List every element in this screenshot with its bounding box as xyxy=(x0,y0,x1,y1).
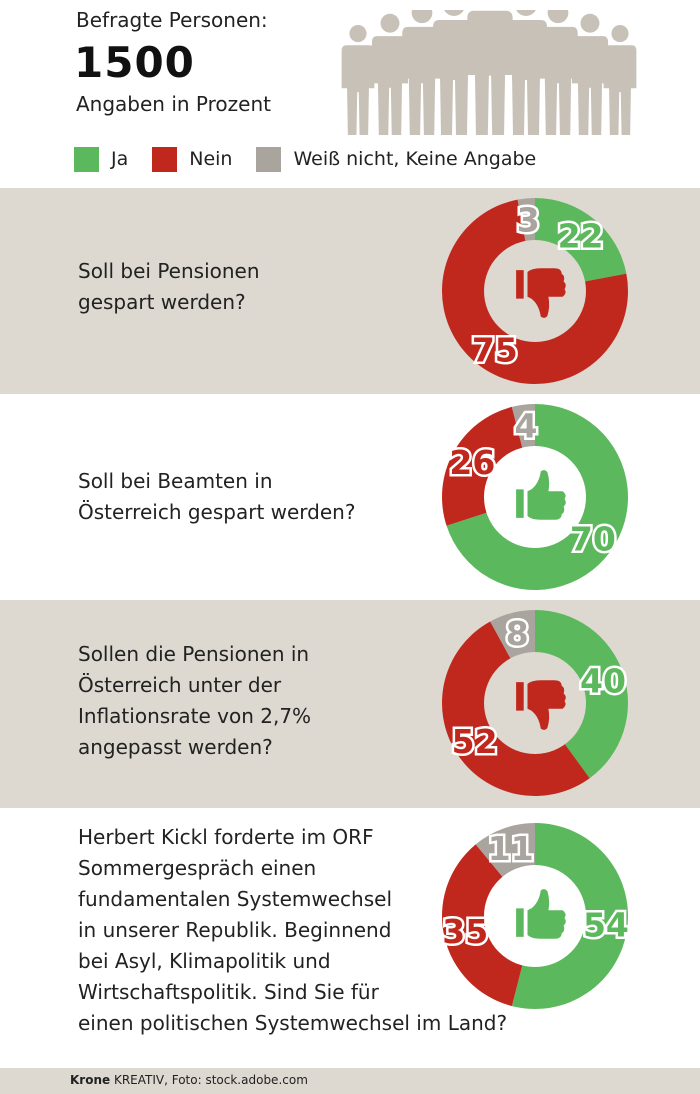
question-1-line: Soll bei Pensionen xyxy=(78,259,260,283)
question-4-line: Sommergespräch einen xyxy=(78,856,317,880)
donut-slice-ja xyxy=(535,198,627,282)
person-silhouette-icon xyxy=(603,25,637,135)
donut-slice-weiss-nicht xyxy=(511,404,535,449)
footer-brand: Krone xyxy=(70,1073,111,1087)
data-label-weiss-nicht: 8 xyxy=(506,614,529,653)
question-text-3: Sollen die Pensionen in Österreich unter… xyxy=(78,639,478,763)
donut-slice-ja xyxy=(535,610,628,779)
person-silhouette-icon xyxy=(571,13,609,135)
donut-slice-nein xyxy=(442,844,523,1007)
people-silhouettes-icon xyxy=(341,10,637,135)
legend-swatch-ja xyxy=(74,146,99,172)
data-label-nein: 26 xyxy=(449,443,495,482)
unit-label: Angaben in Prozent xyxy=(76,92,271,116)
data-label-ja: 70 xyxy=(570,520,616,559)
question-text-4: Herbert Kickl forderte im ORF Sommergesp… xyxy=(78,822,548,1039)
person-silhouette-icon xyxy=(402,10,442,135)
legend-label-weiss-nicht: Weiß nicht, Keine Angabe xyxy=(293,148,537,170)
donut-slice-weiss-nicht xyxy=(490,610,535,660)
thumbs-up-icon xyxy=(516,889,566,939)
header: Befragte Personen: 1500 Angaben in Proze… xyxy=(0,0,700,188)
thumbs-down-icon xyxy=(516,680,566,730)
data-label-ja: 40 xyxy=(580,661,626,700)
donut-slice-weiss-nicht xyxy=(517,198,535,242)
donut-chart-4: 54 35 11 xyxy=(440,823,631,1009)
person-silhouette-icon xyxy=(467,10,513,135)
legend-swatch-weiss-nicht xyxy=(256,146,282,172)
person-silhouette-icon xyxy=(538,10,578,135)
question-4-line: fundamentalen Systemwechsel xyxy=(78,887,392,911)
data-label-nein: 35 xyxy=(442,912,488,951)
legend-item-nein: Nein xyxy=(152,146,233,172)
data-label-weiss-nicht: 4 xyxy=(515,407,538,446)
legend: Ja Nein Weiß nicht, Keine Angabe xyxy=(74,144,560,174)
data-label-ja: 54 xyxy=(583,905,629,944)
donut-chart-2: 70 26 4 xyxy=(442,404,628,590)
footer-credit: Krone KREATIV, Foto: stock.adobe.com xyxy=(70,1073,308,1087)
question-4-line: Wirtschaftspolitik. Sind Sie für xyxy=(78,980,379,1004)
legend-swatch-nein xyxy=(152,146,178,172)
question-4-line: in unserer Republik. Beginnend xyxy=(78,918,392,942)
legend-item-ja: Ja xyxy=(74,146,129,172)
question-3-line: angepasst werden? xyxy=(78,735,273,759)
question-3-line: Inflationsrate von 2,7% xyxy=(78,704,312,728)
footer-credit-text: KREATIV, Foto: stock.adobe.com xyxy=(110,1073,308,1087)
question-panel-1: Soll bei Pensionen gespart werden? 22 75 3 xyxy=(0,188,700,394)
question-4-line: einen politischen Systemwechsel im Land? xyxy=(78,1011,508,1035)
question-3-line: Österreich unter der xyxy=(78,673,282,697)
respondents-label: Befragte Personen: xyxy=(76,8,268,32)
thumbs-down-icon xyxy=(516,268,566,318)
legend-label-nein: Nein xyxy=(189,148,233,170)
donut-slice-nein xyxy=(442,621,590,796)
person-silhouette-icon xyxy=(371,13,409,135)
question-panel-2: Soll bei Beamten in Österreich gespart w… xyxy=(0,394,700,600)
donut-slice-nein xyxy=(442,406,523,526)
donut-slice-weiss-nicht xyxy=(475,823,535,878)
legend-label-ja: Ja xyxy=(111,148,129,170)
person-silhouette-icon xyxy=(433,10,475,135)
question-2-line: Soll bei Beamten in xyxy=(78,469,273,493)
data-label-nein: 75 xyxy=(472,331,518,370)
question-panel-4: Herbert Kickl forderte im ORF Sommergesp… xyxy=(0,808,700,1068)
donut-slice-ja xyxy=(511,823,628,1009)
data-label-weiss-nicht: 11 xyxy=(488,829,534,868)
question-3-line: Sollen die Pensionen in xyxy=(78,642,310,666)
data-label-weiss-nicht: 3 xyxy=(517,200,540,239)
data-label-ja: 22 xyxy=(558,216,604,255)
person-silhouette-icon xyxy=(505,10,547,135)
donut-slice-nein xyxy=(442,199,628,384)
question-1-line: gespart werden? xyxy=(78,290,246,314)
footer: Krone KREATIV, Foto: stock.adobe.com xyxy=(0,1068,700,1094)
question-4-line: Herbert Kickl forderte im ORF xyxy=(78,825,374,849)
donut-slice-ja xyxy=(446,404,628,590)
donut-chart-1: 22 75 3 xyxy=(442,198,628,384)
legend-item-weiss-nicht: Weiß nicht, Keine Angabe xyxy=(256,146,537,172)
thumbs-up-icon xyxy=(516,470,566,520)
question-text-2: Soll bei Beamten in Österreich gespart w… xyxy=(78,466,478,528)
question-4-line: bei Asyl, Klimapolitik und xyxy=(78,949,331,973)
question-2-line: Österreich gespart werden? xyxy=(78,500,356,524)
data-label-nein: 52 xyxy=(452,722,498,761)
person-silhouette-icon xyxy=(341,25,375,135)
respondents-count: 1500 xyxy=(74,38,195,87)
question-panel-3: Sollen die Pensionen in Österreich unter… xyxy=(0,600,700,808)
donut-chart-3: 40 52 8 xyxy=(442,610,628,796)
question-text-1: Soll bei Pensionen gespart werden? xyxy=(78,256,478,318)
